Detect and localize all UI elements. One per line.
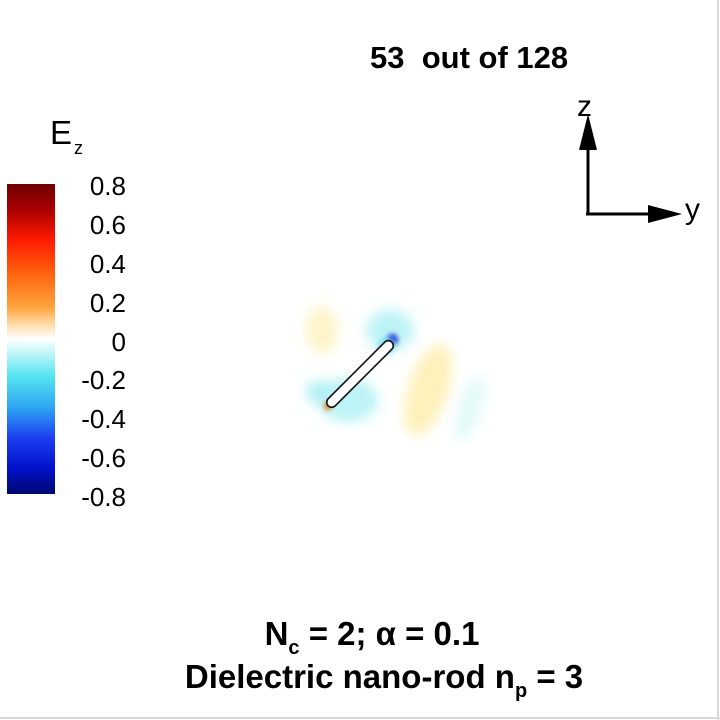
legend-title-symbol: E [50, 114, 73, 151]
colorbar-fill [7, 184, 55, 494]
field-lobe [306, 306, 338, 354]
colorbar-tick-label: 0.6 [89, 209, 126, 240]
caption-line-2: Dielectric nano-rod np = 3 [0, 658, 720, 702]
colorbar-tick-label: -0.2 [81, 365, 126, 396]
field-lobe [403, 343, 453, 437]
z-axis-label: z [577, 90, 592, 123]
colorbar-tick-label: 0 [111, 326, 126, 357]
frame-border [0, 717, 720, 719]
field-lobes [306, 306, 486, 441]
colorbar-tick-label: -0.8 [81, 482, 126, 512]
field-lobe [306, 380, 334, 404]
legend-title-subscript: z [74, 138, 84, 158]
frame-border [717, 0, 719, 720]
caption-subscript-c: c [288, 637, 300, 659]
colorbar-tick-label: 0.8 [89, 171, 126, 201]
nano-rod [325, 339, 395, 409]
z-axis-arrow [579, 114, 597, 214]
field-lobe [454, 375, 486, 441]
colorbar-tick-label: -0.4 [81, 404, 126, 435]
caption-params: = 2; α = 0.1 [299, 615, 480, 652]
caption-line-1: Nc = 2; α = 0.1 [0, 615, 720, 659]
colorbar [7, 184, 55, 494]
axes-triad: z y [577, 90, 700, 226]
field-lobe [366, 310, 414, 350]
y-axis-arrow [586, 205, 682, 223]
caption-rod-index: = 3 [527, 658, 584, 695]
colorbar-tick-label: 0.2 [89, 287, 126, 318]
caption-symbol-n: N [264, 615, 289, 652]
caption-rod-label: Dielectric nano-rod n [184, 658, 515, 695]
colorbar-tick-label: 0.4 [89, 248, 126, 279]
caption-subscript-p: p [514, 680, 528, 702]
colorbar-tick-label: -0.6 [81, 443, 126, 474]
colorbar-ticks: 0.8 0.6 0.4 0.2 0 -0.2 -0.4 -0.6 -0.8 [0, 0, 200, 720]
frame-counter: 53 out of 128 [370, 40, 569, 75]
y-axis-label: y [685, 193, 700, 226]
